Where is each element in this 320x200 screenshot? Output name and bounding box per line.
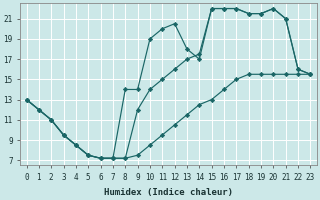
X-axis label: Humidex (Indice chaleur): Humidex (Indice chaleur): [104, 188, 233, 197]
